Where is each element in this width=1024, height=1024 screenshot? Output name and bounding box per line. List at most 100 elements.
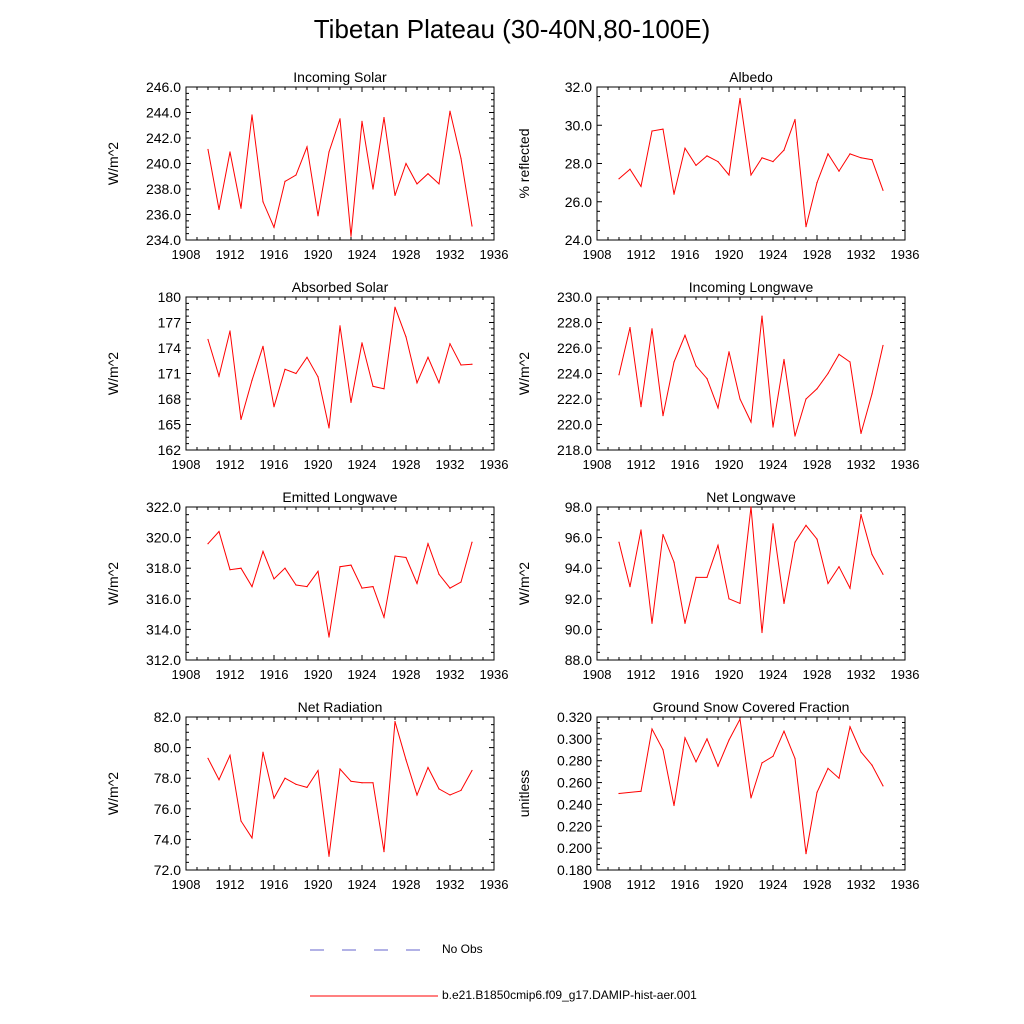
data-point	[251, 586, 253, 588]
y-tick-label: 316.0	[146, 591, 181, 607]
data-point	[273, 578, 275, 580]
data-point	[618, 792, 620, 795]
data-point	[427, 766, 429, 769]
y-tick-label: 242.0	[146, 130, 181, 146]
data-point	[229, 330, 231, 332]
y-tick-label: 177	[158, 315, 182, 331]
data-point	[471, 363, 473, 365]
y-tick-label: 24.0	[565, 232, 592, 248]
data-point	[750, 174, 752, 176]
data-point	[673, 193, 675, 195]
chart-title: Albedo	[729, 69, 773, 85]
y-tick-label: 244.0	[146, 105, 181, 121]
data-point	[849, 153, 851, 155]
data-point	[350, 780, 352, 782]
data-point	[416, 183, 418, 185]
data-point	[207, 338, 209, 341]
data-point	[860, 432, 862, 434]
data-point	[273, 406, 275, 408]
y-tick-label: 26.0	[565, 194, 592, 210]
y-axis-label: W/m^2	[105, 562, 121, 605]
x-tick-label: 1916	[671, 457, 700, 472]
data-point	[860, 157, 862, 159]
legend-obs-label: No Obs	[442, 942, 483, 956]
plot-frame	[185, 506, 495, 661]
data-point	[438, 183, 440, 185]
y-tick-label: 28.0	[565, 156, 592, 172]
x-tick-label: 1924	[759, 457, 788, 472]
y-tick-label: 226.0	[557, 340, 592, 356]
data-point	[882, 189, 884, 191]
data-point	[816, 791, 818, 794]
data-point	[750, 421, 752, 423]
data-point	[383, 388, 385, 390]
y-axis-label: W/m^2	[516, 352, 532, 395]
data-point	[717, 161, 719, 163]
x-tick-label: 1932	[847, 877, 876, 892]
y-tick-label: 0.300	[557, 731, 592, 747]
chart-title: Incoming Solar	[293, 69, 387, 85]
data-point	[816, 182, 818, 184]
data-point	[706, 378, 708, 380]
data-point	[882, 344, 884, 347]
x-tick-label: 1928	[803, 457, 832, 472]
x-tick-label: 1928	[803, 667, 832, 682]
data-point	[706, 738, 708, 740]
data-point	[460, 157, 462, 159]
data-point	[783, 602, 785, 605]
data-point	[328, 427, 330, 429]
data-point	[739, 718, 741, 720]
y-tick-label: 228.0	[557, 315, 592, 331]
data-point	[361, 120, 363, 122]
data-point	[827, 153, 829, 155]
data-point	[750, 797, 752, 799]
x-tick-label: 1920	[304, 247, 333, 262]
plot-frame	[596, 86, 906, 241]
data-point	[772, 161, 774, 163]
chart-title: Incoming Longwave	[689, 279, 814, 295]
data-point	[860, 751, 862, 753]
series-line	[207, 530, 473, 638]
data-point	[317, 769, 319, 772]
data-point	[262, 751, 264, 753]
data-point	[739, 398, 741, 400]
data-point	[361, 782, 363, 784]
y-axis-label: % reflected	[516, 128, 532, 198]
data-point	[295, 584, 297, 586]
data-point	[618, 178, 620, 180]
y-tick-label: 236.0	[146, 207, 181, 223]
data-point	[339, 325, 341, 327]
data-point	[328, 855, 330, 857]
x-tick-label: 1924	[759, 247, 788, 262]
chart-title: Emitted Longwave	[282, 489, 397, 505]
chart-emitted-longwave: Emitted Longwave W/m^2 1908 1912 1916 1920 192…	[105, 489, 508, 682]
x-tick-label: 1916	[260, 457, 289, 472]
data-point	[849, 587, 851, 589]
data-point	[827, 767, 829, 770]
x-tick-label: 1916	[260, 877, 289, 892]
data-point	[207, 543, 209, 545]
x-tick-label: 1908	[172, 667, 201, 682]
series-line	[618, 717, 884, 854]
data-point	[640, 790, 642, 792]
x-tick-label: 1932	[436, 667, 465, 682]
x-tick-label: 1928	[803, 877, 832, 892]
y-tick-label: 0.260	[557, 775, 592, 791]
y-tick-label: 0.220	[557, 818, 592, 834]
data-point	[728, 351, 730, 353]
data-point	[394, 555, 396, 557]
y-tick-label: 180	[158, 289, 182, 305]
data-point	[405, 336, 407, 338]
x-tick-label: 1936	[891, 247, 920, 262]
data-point	[405, 759, 407, 761]
y-tick-label: 238.0	[146, 181, 181, 197]
data-point	[651, 130, 653, 132]
y-tick-label: 76.0	[154, 801, 181, 817]
data-point	[761, 157, 763, 159]
data-point	[717, 765, 719, 767]
data-point	[306, 356, 308, 358]
data-point	[860, 514, 862, 516]
data-point	[449, 794, 451, 796]
data-point	[728, 739, 730, 741]
data-point	[306, 786, 308, 789]
